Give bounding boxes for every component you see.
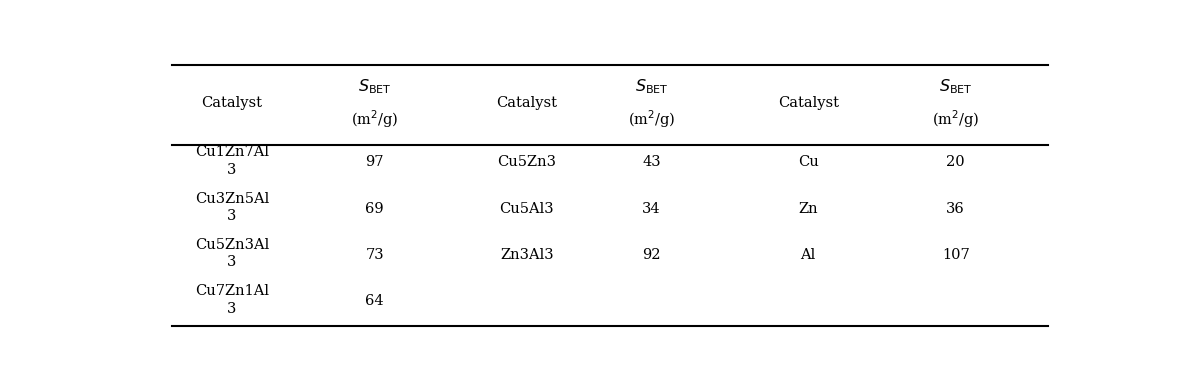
Text: Cu7Zn1Al: Cu7Zn1Al <box>195 284 269 298</box>
Text: Al: Al <box>801 248 816 262</box>
Text: 3: 3 <box>227 162 237 177</box>
Text: 20: 20 <box>946 155 965 169</box>
Text: 3: 3 <box>227 255 237 269</box>
Text: (m$^2$/g): (m$^2$/g) <box>627 108 675 130</box>
Text: Zn3Al3: Zn3Al3 <box>500 248 553 262</box>
Text: Cu5Al3: Cu5Al3 <box>500 202 555 216</box>
Text: $S_{\mathrm{BET}}$: $S_{\mathrm{BET}}$ <box>634 78 669 97</box>
Text: Catalyst: Catalyst <box>777 96 839 110</box>
Text: 92: 92 <box>643 248 660 262</box>
Text: Catalyst: Catalyst <box>496 96 557 110</box>
Text: 97: 97 <box>365 155 384 169</box>
Text: 34: 34 <box>643 202 660 216</box>
Text: Cu3Zn5Al: Cu3Zn5Al <box>195 191 269 206</box>
Text: Cu5Zn3Al: Cu5Zn3Al <box>195 238 269 252</box>
Text: 69: 69 <box>365 202 384 216</box>
Text: Cu5Zn3: Cu5Zn3 <box>497 155 557 169</box>
Text: 3: 3 <box>227 209 237 223</box>
Text: 64: 64 <box>365 294 384 308</box>
Text: 3: 3 <box>227 302 237 315</box>
Text: 107: 107 <box>941 248 970 262</box>
Text: Cu1Zn7Al: Cu1Zn7Al <box>195 145 269 159</box>
Text: (m$^2$/g): (m$^2$/g) <box>932 108 979 130</box>
Text: (m$^2$/g): (m$^2$/g) <box>351 108 399 130</box>
Text: Cu: Cu <box>797 155 819 169</box>
Text: Zn: Zn <box>798 202 818 216</box>
Text: Catalyst: Catalyst <box>201 96 262 110</box>
Text: 36: 36 <box>946 202 965 216</box>
Text: 73: 73 <box>365 248 384 262</box>
Text: 43: 43 <box>643 155 660 169</box>
Text: $S_{\mathrm{BET}}$: $S_{\mathrm{BET}}$ <box>358 78 392 97</box>
Text: $S_{\mathrm{BET}}$: $S_{\mathrm{BET}}$ <box>939 78 972 97</box>
